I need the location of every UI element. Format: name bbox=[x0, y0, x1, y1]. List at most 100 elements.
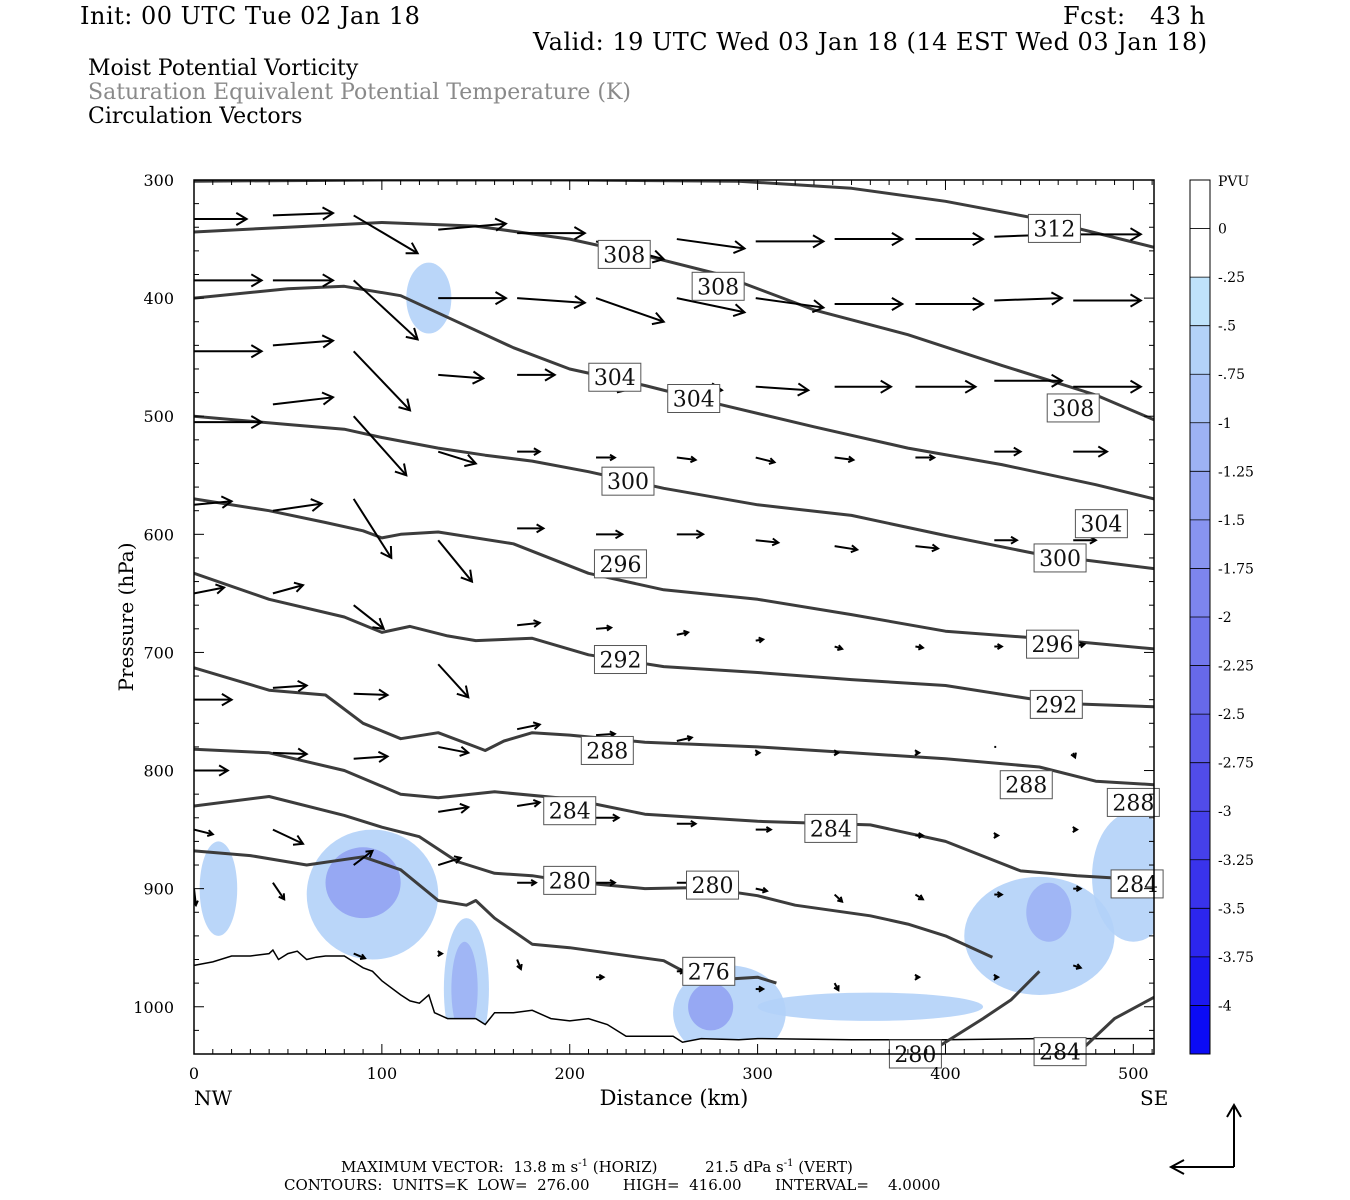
y-tick-label-2: 500 bbox=[143, 407, 174, 426]
vector-shaft-75 bbox=[438, 745, 469, 754]
vector-head-33 bbox=[964, 379, 978, 394]
vector-50 bbox=[352, 498, 393, 560]
vector-107 bbox=[1073, 885, 1083, 893]
vector-64 bbox=[517, 619, 542, 628]
vector-47 bbox=[1073, 445, 1109, 458]
contour-label-box-7-1 bbox=[804, 813, 858, 843]
vector-35 bbox=[1073, 379, 1143, 394]
colorbar-label-7: -1.75 bbox=[1218, 561, 1254, 577]
vector-head-76 bbox=[532, 721, 542, 730]
contour-label-box-5-1 bbox=[1029, 689, 1083, 719]
vector-shaft-48 bbox=[194, 500, 232, 506]
vector-27 bbox=[438, 370, 486, 385]
vector-head-55 bbox=[771, 537, 781, 547]
vector-head-63 bbox=[456, 685, 470, 699]
vector-head-11 bbox=[1129, 227, 1143, 242]
vector-111 bbox=[437, 950, 444, 958]
vector-34 bbox=[994, 373, 1064, 388]
pv-region-10 bbox=[1026, 882, 1072, 942]
vector-head-75 bbox=[459, 745, 471, 757]
vector-2 bbox=[353, 214, 420, 255]
contour-label-box-5-0 bbox=[593, 645, 647, 675]
colorbar-swatch-6 bbox=[1190, 471, 1210, 520]
vector-shaft-87 bbox=[438, 806, 469, 813]
vector-head-73 bbox=[297, 680, 309, 693]
vector-26 bbox=[352, 350, 412, 412]
vector-shaft-16 bbox=[517, 297, 585, 304]
colorbar-swatch-15 bbox=[1190, 908, 1210, 957]
vector-head-79 bbox=[754, 749, 762, 757]
exp-horiz: -1 bbox=[578, 1158, 588, 1169]
colorbar-swatch-13 bbox=[1190, 811, 1210, 860]
colorbar-swatch-9 bbox=[1190, 617, 1210, 666]
vector-head-116 bbox=[833, 985, 840, 992]
vector-13 bbox=[272, 273, 335, 288]
vector-shaft-56 bbox=[834, 545, 858, 551]
contour-0 bbox=[194, 180, 1154, 249]
vector-shaft-17 bbox=[595, 297, 664, 323]
pv-region-5 bbox=[451, 941, 478, 1037]
vector-head-46 bbox=[1013, 446, 1023, 457]
x-tick-label-3: 300 bbox=[742, 1064, 773, 1083]
contour-label-8-0: 280 bbox=[549, 869, 591, 894]
contour-label-box-2-0 bbox=[588, 362, 642, 392]
colorbar-swatch-5 bbox=[1190, 422, 1210, 472]
vector-head-28 bbox=[544, 368, 557, 382]
vector-head-61 bbox=[293, 581, 305, 593]
contour-label-7-2: 284 bbox=[1116, 873, 1158, 898]
vector-76 bbox=[516, 721, 542, 731]
vector-70 bbox=[994, 643, 1004, 650]
vector-shaft-14 bbox=[353, 279, 419, 341]
vector-58 bbox=[994, 535, 1019, 545]
colorbar-label-4: -1 bbox=[1218, 416, 1232, 432]
vector-19 bbox=[755, 297, 826, 314]
axes: 300 400 500 600 700 800 900 1000 0 100 200 300 400 50… bbox=[133, 171, 1154, 1083]
vector-head-45 bbox=[928, 453, 937, 462]
vector-head-117 bbox=[914, 973, 922, 981]
vector-head-89 bbox=[612, 813, 621, 823]
colorbar-label-13: -3.25 bbox=[1218, 853, 1254, 869]
vector-head-105 bbox=[917, 894, 925, 901]
contour-11 bbox=[1075, 995, 1154, 1054]
legend-line-theta-es: Saturation Equivalent Potential Temperat… bbox=[88, 80, 631, 105]
vector-head-101 bbox=[609, 879, 617, 887]
vector-104 bbox=[833, 893, 844, 903]
contour-label-7-0: 284 bbox=[549, 800, 591, 825]
vector-head-35 bbox=[1129, 379, 1143, 394]
vector-112 bbox=[516, 959, 523, 971]
vector-shaft-96 bbox=[194, 828, 214, 836]
vector-head-5 bbox=[651, 249, 666, 264]
vector-head-52 bbox=[536, 523, 546, 534]
vector-head-99 bbox=[453, 855, 463, 864]
vector-shaft-110 bbox=[353, 952, 366, 960]
pv-shading-layer bbox=[199, 262, 1154, 1054]
colorbar-label-9: -2.25 bbox=[1218, 659, 1254, 675]
colorbar-swatch-1 bbox=[1190, 228, 1210, 278]
vector-head-13 bbox=[322, 273, 335, 288]
contour-label-box-4-0 bbox=[593, 549, 647, 579]
terrain-fill bbox=[194, 950, 1154, 1054]
vector-shaft-64 bbox=[517, 621, 540, 627]
vector-shaft-65 bbox=[595, 626, 612, 630]
vector-head-2 bbox=[405, 242, 420, 255]
contour-label-box-0-0 bbox=[1027, 213, 1081, 243]
vector-shaft-78 bbox=[676, 736, 693, 742]
vector-103 bbox=[755, 886, 769, 894]
contour-label-4-1: 296 bbox=[1032, 633, 1074, 658]
x-tick-label-4: 400 bbox=[930, 1064, 961, 1083]
vector-115 bbox=[755, 985, 766, 993]
vector-head-36 bbox=[250, 415, 264, 430]
vector-shaft-42 bbox=[676, 456, 696, 461]
vector-23 bbox=[1073, 293, 1143, 308]
contour-10 bbox=[925, 970, 1041, 1054]
vector-head-53 bbox=[614, 529, 625, 540]
vector-109 bbox=[272, 882, 286, 901]
vector-shaft-76 bbox=[516, 723, 540, 731]
vector-head-3 bbox=[494, 217, 508, 232]
contour-label-3-0: 300 bbox=[607, 470, 649, 495]
max-vector-info: MAXIMUM VECTOR: 13.8 m s-1 (HORIZ) 21.5 … bbox=[341, 1158, 853, 1176]
contour-label-box-6-1 bbox=[999, 770, 1053, 800]
vector-53 bbox=[596, 529, 625, 540]
vector-6 bbox=[676, 238, 747, 255]
vector-head-65 bbox=[606, 624, 614, 632]
